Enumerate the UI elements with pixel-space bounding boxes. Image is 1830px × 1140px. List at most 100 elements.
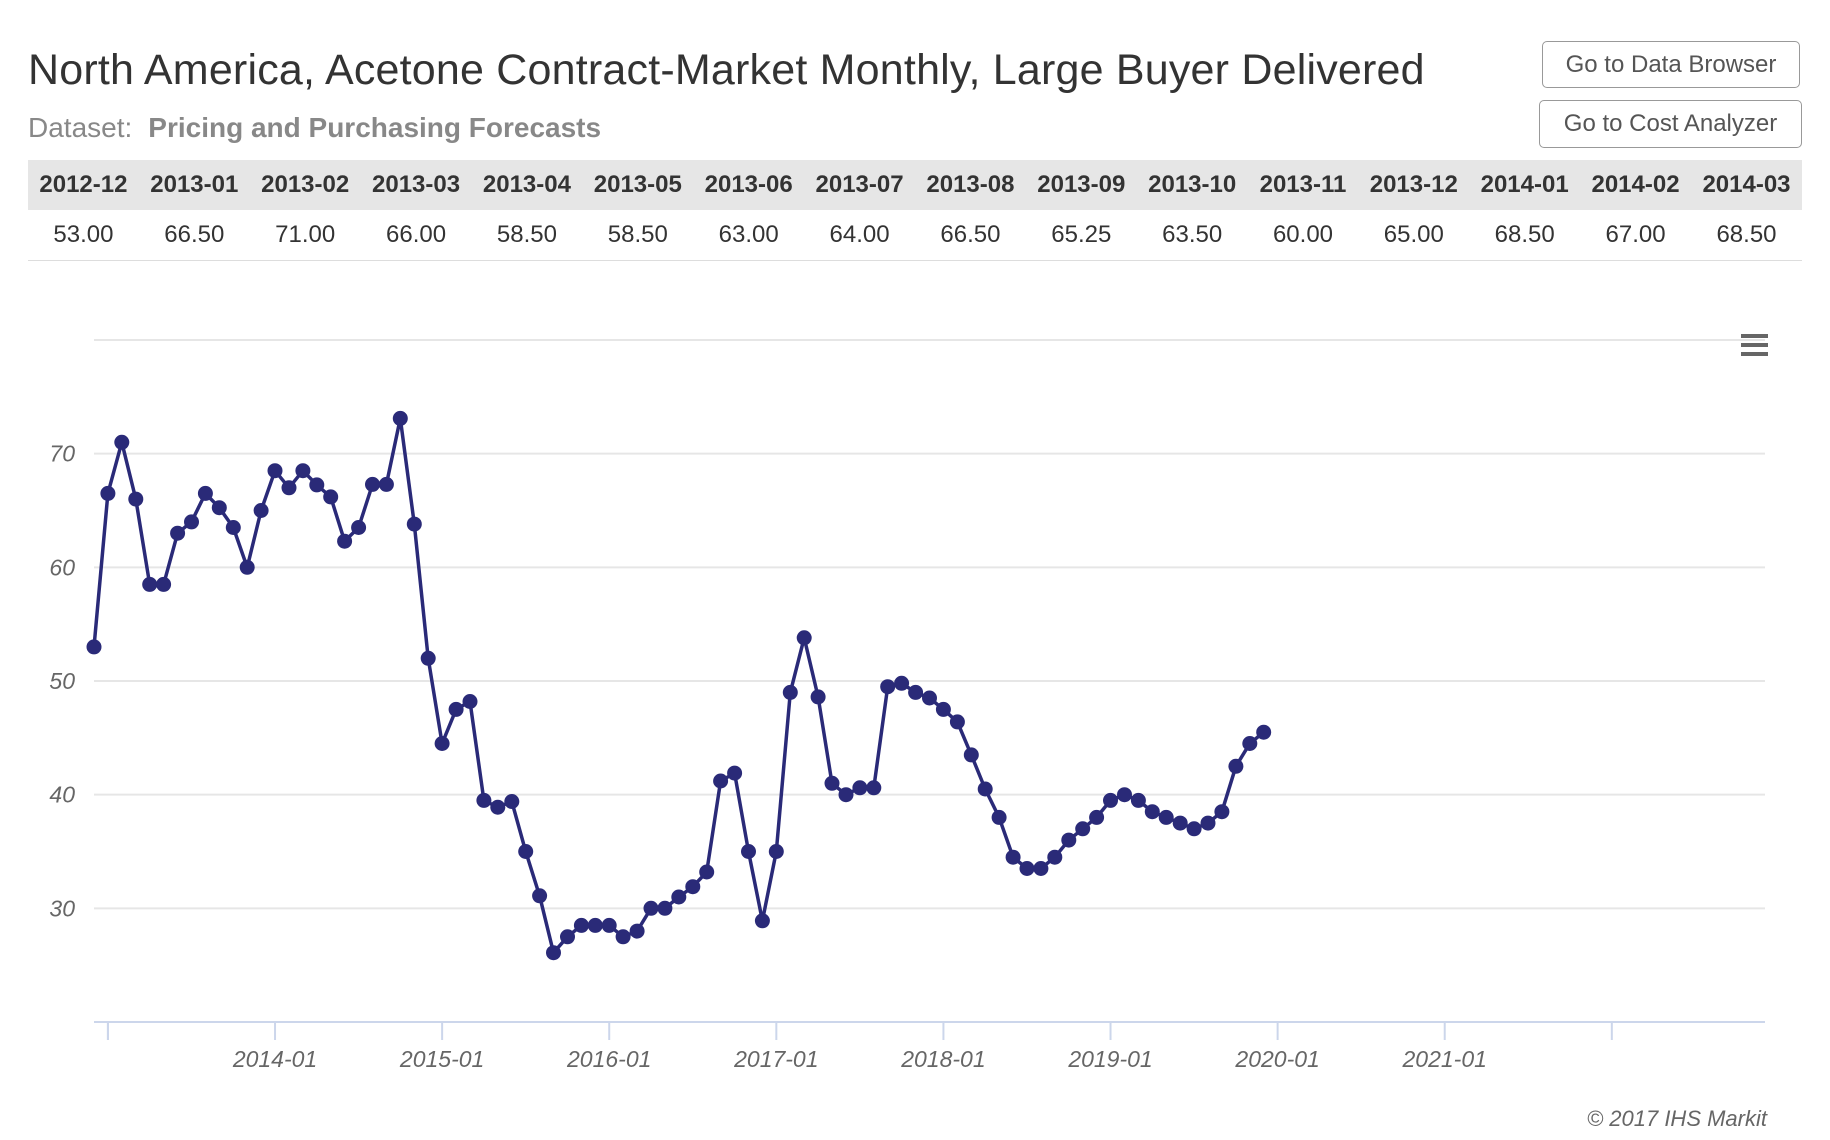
table-header-cell: 2013-05 [582,160,694,210]
table-value-cell: 65.25 [1051,221,1112,248]
data-point [963,747,979,763]
dataset-line: Dataset: Pricing and Purchasing Forecasts [28,112,601,144]
data-point [197,485,213,501]
data-point [1047,849,1063,865]
data-point [713,773,729,789]
data-point [1130,792,1146,808]
data-point [128,491,144,507]
data-point [546,945,561,961]
data-point [378,476,394,492]
table-value-cell: 58.50 [496,221,557,248]
data-point [86,639,102,655]
data-point [239,559,255,575]
data-point [100,485,116,501]
data-point [922,690,937,706]
data-point [170,525,186,541]
go-to-data-browser-button[interactable]: Go to Data Browser [1542,41,1800,88]
data-point [295,463,311,479]
table-header-cell: 2014-02 [1580,160,1691,210]
data-point [253,503,269,518]
credits-text[interactable]: © 2017 IHS Markit [1586,1106,1767,1131]
menu-bar [1741,352,1768,356]
table-header-cell: 2014-01 [1469,160,1581,210]
data-point [114,434,130,450]
data-point [643,900,659,916]
data-point [1103,792,1118,808]
table-header-cell: 2013-04 [471,160,583,210]
data-point [741,844,756,859]
table-value-cell: 66.00 [386,221,447,248]
table-value-cell: 66.50 [164,221,225,248]
data-point [1019,861,1035,876]
data-point [1186,821,1202,837]
go-to-cost-analyzer-button[interactable]: Go to Cost Analyzer [1539,100,1802,148]
data-point [573,917,589,933]
data-point [434,736,450,751]
data-point [768,844,784,859]
data-point [462,694,478,709]
series-line [92,416,1265,955]
table-header-cell: 2013-09 [1025,160,1137,210]
table-header-cell: 2012-12 [28,160,139,210]
data-point [601,917,617,933]
table-value-cell: 71.00 [275,221,336,248]
data-point [504,794,520,809]
data-point [532,888,548,904]
data-point [1117,787,1132,803]
data-point [1033,861,1049,876]
table-value-cell: 65.00 [1383,221,1444,248]
data-point [448,701,464,717]
data-point [629,923,645,939]
data-point [1075,821,1091,837]
data-point [935,701,951,717]
data-point [184,514,199,530]
data-point [323,489,339,505]
hamburger-menu-icon[interactable] [1741,334,1768,356]
data-point [782,684,798,700]
table-value-cell: 58.50 [607,221,668,248]
table-header-cell: 2013-11 [1247,160,1359,210]
data-point [351,520,367,535]
data-point [685,879,701,895]
data-point [810,689,826,705]
table-value-cell: 60.00 [1272,221,1334,248]
data-point [392,410,408,426]
data-point [1158,809,1174,825]
table-value-cell: 53.00 [53,221,114,248]
table-value-cell: 68.50 [1494,221,1555,248]
data-point [365,476,380,492]
x-tick-label: 2020-01 [1234,1046,1319,1072]
data-point [225,520,241,535]
data-point [727,765,743,781]
line-chart[interactable]: 30 40 50 60 70 2014-01 2015-01 2016-01 2017-01 20… [0,300,1830,1090]
table-header-cell: 2013-08 [915,160,1026,210]
data-point [211,500,227,516]
data-point [1005,849,1021,865]
price-table[interactable]: 2012-12 2013-01 2013-02 2013-03 2013-04 … [28,160,1802,261]
x-tick-label: 2016-01 [566,1046,651,1072]
data-point [949,714,965,730]
data-point [156,576,172,592]
data-point [1200,815,1216,831]
x-tick-label: 2015-01 [399,1046,484,1072]
data-point [476,792,492,808]
table-value-cell: 68.50 [1716,221,1777,248]
data-point [1256,724,1272,740]
page-title: North America, Acetone Contract-Market M… [28,46,1425,94]
y-tick-label: 40 [49,782,75,808]
data-point [671,889,687,905]
data-point [420,650,436,666]
table-header-cell: 2013-01 [138,160,250,210]
table-header-cell: 2013-07 [804,160,915,210]
dataset-label: Dataset: [28,112,133,143]
table-value-cell: 67.00 [1605,221,1666,248]
data-point [657,900,673,916]
data-point [824,775,840,791]
data-point [1228,758,1244,774]
data-point [838,787,854,803]
x-tick-label: 2021-01 [1402,1046,1487,1072]
table-value-cell: 66.50 [940,221,1001,248]
x-tick-label: 2019-01 [1067,1046,1152,1072]
data-point [1172,815,1188,831]
data-point [908,684,924,700]
